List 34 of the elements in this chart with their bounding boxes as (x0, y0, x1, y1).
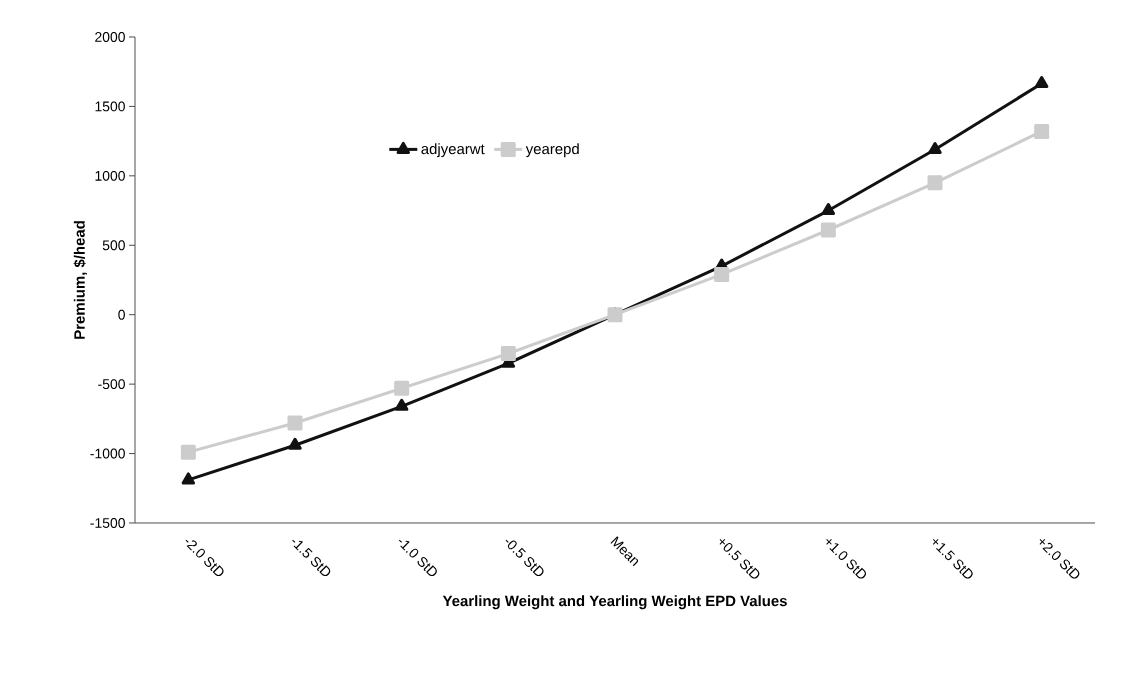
y-tick-label: 500 (102, 240, 125, 251)
x-tick-label: -2.0 StD (185, 539, 224, 577)
legend-label: yearepd (525, 143, 579, 158)
x-tick-label: +1.5 StD (932, 539, 973, 579)
y-tick-label: 1500 (95, 101, 125, 112)
x-tick-label: -0.5 StD (505, 539, 544, 577)
point (288, 437, 302, 450)
x-tick-label: +0.5 StD (719, 539, 760, 579)
y-tick-label: -1000 (90, 448, 125, 459)
y-axis-title: Premium, $/head (73, 221, 87, 339)
x-axis-title: Yearling Weight and Yearling Weight EPD Values (442, 595, 787, 610)
x-tick-label: +1.0 StD (826, 539, 867, 579)
point (1034, 76, 1049, 88)
point (287, 415, 303, 431)
y-tick-label: 0 (118, 309, 125, 320)
x-tick-label: -1.0 StD (398, 539, 437, 577)
point (714, 266, 730, 282)
point (1034, 123, 1050, 139)
x-tick-label: +2.0 StD (1039, 539, 1080, 579)
point (394, 398, 409, 411)
point (820, 222, 836, 238)
point (500, 346, 516, 362)
y-tick-label: -500 (98, 379, 125, 390)
y-tick-label: 2000 (95, 32, 125, 42)
point (927, 175, 943, 191)
y-tick-label: 1000 (95, 170, 125, 181)
y-tick-label: -1500 (90, 518, 125, 528)
point (928, 141, 942, 154)
legend-label: adjyearwt (421, 143, 485, 158)
point (181, 472, 196, 485)
point (394, 380, 410, 396)
x-tick-label: -1.5 StD (292, 539, 331, 577)
point (821, 203, 836, 216)
point (180, 444, 196, 460)
